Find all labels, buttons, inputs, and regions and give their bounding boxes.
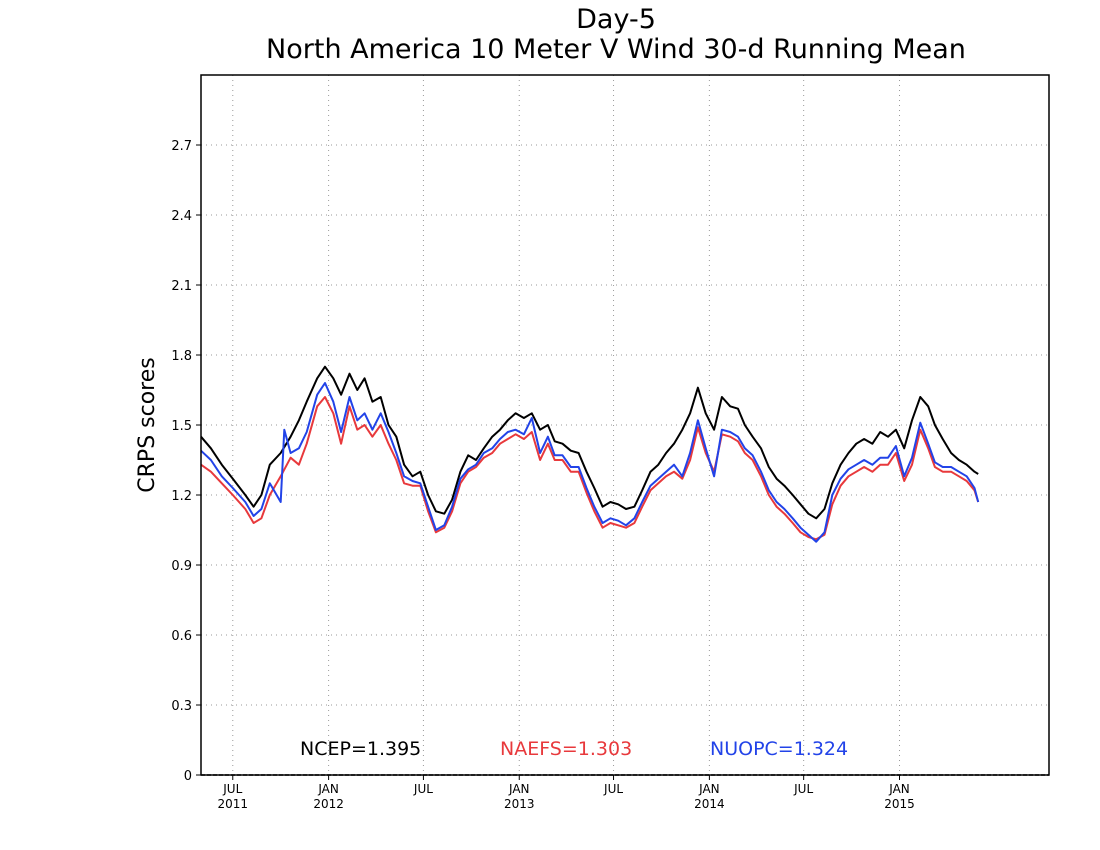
series-lines [200,365,980,543]
x-tick-label: JUL [413,782,433,796]
x-tick-label: JAN [317,782,339,796]
y-tick-label: 0 [184,769,192,784]
gridlines [201,75,1049,775]
x-tick-label: JAN [888,782,910,796]
y-axis-label: CRPS scores [135,357,160,492]
y-tick-label: 2.4 [171,209,192,224]
x-tick-label: JUL [603,782,623,796]
x-tick-year: 2012 [313,797,344,811]
chart-subtitle: North America 10 Meter V Wind 30-d Runni… [266,34,966,65]
x-tick-year: 2014 [694,797,725,811]
x-tick-label: JUL [222,782,242,796]
series-line-ncep [200,365,979,520]
y-tick-label: 1.5 [171,419,192,434]
x-tick-label: JAN [508,782,530,796]
series-line-naefs [200,396,980,541]
y-tick-label: 0.6 [171,629,192,644]
series-line-nuopc [200,382,980,543]
x-tick-year: 2011 [218,797,249,811]
x-tick-year: 2015 [884,797,915,811]
legend: NCEP=1.395 NAEFS=1.303 NUOPC=1.324 [300,738,848,760]
y-tick-label: 2.7 [171,139,192,154]
y-tick-label: 1.2 [171,489,192,504]
y-tick-label: 1.8 [171,349,192,364]
y-axis-ticks: 0 0.3 0.6 0.9 1.2 1.5 1.8 2.1 2.4 2.7 [171,139,201,784]
y-tick-label: 2.1 [171,279,192,294]
x-tick-year: 2013 [504,797,535,811]
y-tick-label: 0.3 [171,699,192,714]
legend-item-ncep: NCEP=1.395 [300,738,421,760]
legend-item-naefs: NAEFS=1.303 [500,738,632,760]
y-tick-label: 0.9 [171,559,192,574]
chart-title: Day-5 [576,4,656,35]
legend-item-nuopc: NUOPC=1.324 [710,738,848,760]
x-tick-label: JAN [698,782,720,796]
x-tick-label: JUL [793,782,813,796]
